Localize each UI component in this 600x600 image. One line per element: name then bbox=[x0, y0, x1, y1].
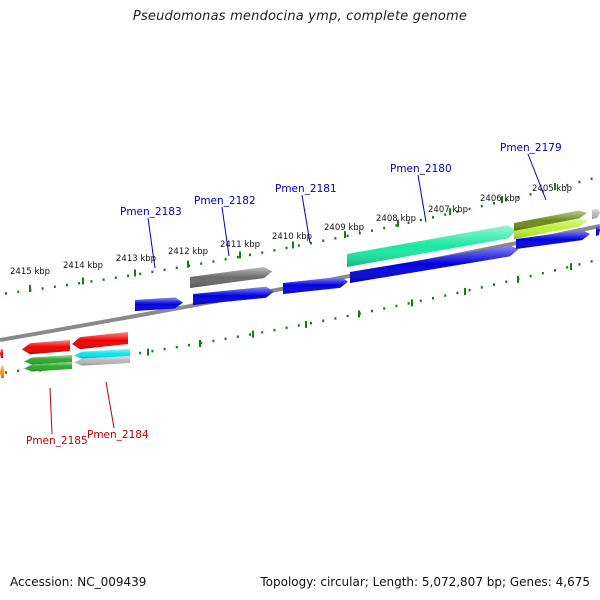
kbp-label: 2415 kbp bbox=[10, 267, 50, 277]
gene-label: Pmen_2182 bbox=[194, 195, 256, 207]
gene-arrow-shade bbox=[22, 340, 70, 355]
gene-arrow-shade bbox=[596, 225, 600, 236]
gene-arrow-shade bbox=[514, 218, 587, 239]
gene-arrow-shade bbox=[24, 355, 72, 365]
gene-label: Pmen_2180 bbox=[390, 163, 452, 175]
gene-labels: Pmen_2179 Pmen_2180 Pmen_2181 Pmen_2182 Pmen… bbox=[26, 142, 562, 447]
kbp-label: 2409 kbp bbox=[324, 223, 364, 233]
kbp-label: 2413 kbp bbox=[116, 254, 156, 264]
accession-text: Accession: NC_009439 bbox=[10, 575, 147, 589]
gene-arrow-shade bbox=[516, 230, 590, 249]
gene-arrow-shade bbox=[24, 362, 72, 372]
gene-leader-line bbox=[147, 217, 156, 269]
gene-arrow-shade bbox=[283, 276, 348, 294]
kbp-label: 2414 kbp bbox=[63, 261, 103, 271]
gene-arrow-shade bbox=[0, 349, 3, 358]
kbp-label: 2408 kbp bbox=[376, 214, 416, 224]
gene-arrow-shade bbox=[514, 210, 587, 231]
gene-label: Pmen_2185 bbox=[26, 435, 88, 447]
gene-leader-line bbox=[221, 206, 230, 257]
genome-title: Pseudomonas mendocina ymp, complete geno… bbox=[132, 9, 468, 24]
gene-arrow-shade bbox=[190, 267, 272, 288]
gene-arrow-shade bbox=[135, 297, 183, 311]
gene-features bbox=[0, 208, 600, 378]
gene-label: Pmen_2183 bbox=[120, 206, 182, 218]
kbp-label: 2406 kbp bbox=[480, 194, 520, 204]
gene-arrow-shade bbox=[74, 349, 130, 359]
gene-label: Pmen_2181 bbox=[275, 183, 337, 195]
gene-leader-line bbox=[301, 194, 311, 244]
gene-leader-line bbox=[49, 387, 53, 435]
gene-leader-line bbox=[527, 153, 547, 201]
outer-tick-ring bbox=[5, 177, 593, 295]
gene-arrow-shade bbox=[72, 332, 128, 350]
gene-arrow-shade bbox=[592, 208, 600, 219]
gene-arrow-shade bbox=[347, 225, 516, 267]
genome-summary: Topology: circular; Length: 5,072,807 bp… bbox=[260, 575, 590, 589]
kbp-scale-labels: 2405 kbp 2406 kbp 2407 kbp 2408 kbp 2409 kbp… bbox=[10, 184, 572, 277]
gene-label: Pmen_2179 bbox=[500, 142, 562, 154]
kbp-label: 2412 kbp bbox=[168, 247, 208, 257]
gene-arrow-shade bbox=[350, 245, 518, 283]
gene-arrow-shade bbox=[74, 356, 130, 366]
gene-leader-line bbox=[105, 381, 115, 429]
gene-arrow-shade bbox=[0, 366, 4, 378]
kbp-label: 2411 kbp bbox=[220, 240, 260, 250]
gene-arrow-shade bbox=[193, 286, 274, 305]
kbp-label: 2407 kbp bbox=[428, 205, 468, 215]
kbp-label: 2405 kbp bbox=[532, 184, 572, 194]
kbp-label: 2410 kbp bbox=[272, 232, 312, 242]
gene-label: Pmen_2184 bbox=[87, 429, 149, 441]
gene-leader-line bbox=[417, 174, 427, 223]
